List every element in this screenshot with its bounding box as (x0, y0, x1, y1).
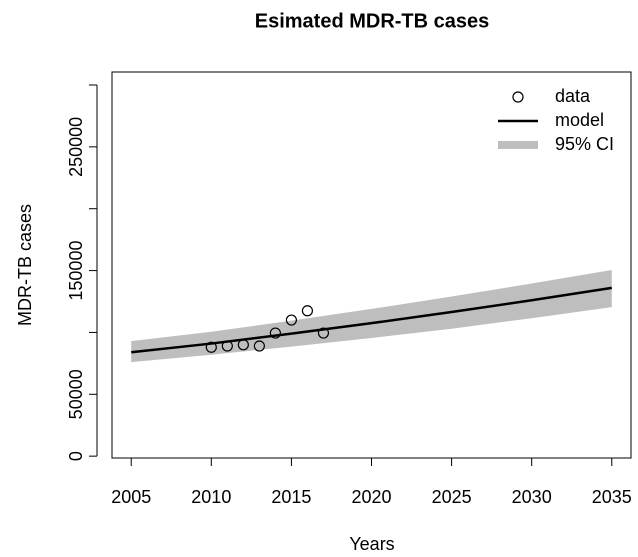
x-tick-label: 2005 (111, 487, 151, 507)
data-point (205, 341, 217, 353)
data-point (301, 305, 314, 317)
x-tick-label: 2030 (512, 487, 552, 507)
y-tick-label: 250000 (66, 117, 86, 177)
legend-label: data (555, 86, 591, 106)
legend-symbol (512, 91, 524, 103)
x-tick-label: 2010 (191, 487, 231, 507)
data-point (253, 340, 265, 352)
x-axis-label: Years (349, 534, 394, 554)
y-tick-label: 150000 (66, 241, 86, 301)
model-line (131, 286, 612, 354)
x-tick-label: 2020 (351, 487, 391, 507)
data-point (285, 314, 298, 326)
data-point (269, 327, 281, 339)
y-tick-label: 0 (66, 451, 86, 461)
x-tick-label: 2035 (592, 487, 632, 507)
ci-band (131, 269, 612, 363)
legend-label: model (555, 110, 604, 130)
chart-title: Esimated MDR-TB cases (255, 10, 490, 32)
y-axis-label: MDR-TB cases (15, 204, 35, 326)
legend-label: 95% CI (555, 134, 614, 154)
x-tick-label: 2015 (271, 487, 311, 507)
plot-frame (111, 71, 632, 459)
x-tick-label: 2025 (432, 487, 472, 507)
data-point (317, 327, 330, 339)
y-tick-label: 50000 (66, 369, 86, 419)
